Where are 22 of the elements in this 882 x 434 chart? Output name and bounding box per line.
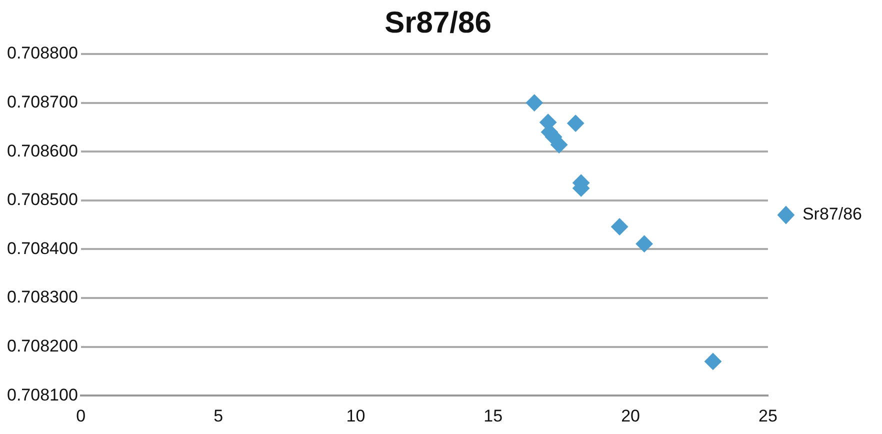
y-tick-label: 0.708300: [7, 288, 78, 307]
x-tick-label: 25: [758, 406, 778, 426]
x-tick-label: 5: [214, 406, 224, 426]
point: [567, 114, 584, 132]
x-tick-label: 0: [76, 406, 86, 426]
y-tick-label: 0.708700: [7, 92, 78, 112]
chart-title: Sr87/86: [384, 6, 492, 40]
point: [704, 352, 722, 370]
point: [636, 235, 653, 252]
y-tick-label: 0.708100: [7, 385, 78, 404]
legend-label: Sr87/86: [802, 204, 862, 224]
y-tick-label: 0.708200: [7, 336, 78, 356]
point: [550, 136, 568, 154]
y-tick-label: 0.708500: [7, 190, 78, 210]
point: [611, 218, 628, 236]
y-tick-label: 0.708600: [7, 141, 78, 160]
point: [526, 94, 543, 112]
y-tick-label: 0.708800: [7, 44, 78, 63]
x-tick-label: 15: [484, 406, 503, 426]
x-tick-label: 20: [621, 406, 640, 426]
y-tick-label: 0.708400: [7, 238, 78, 258]
x-tick-label: 10: [346, 406, 366, 426]
